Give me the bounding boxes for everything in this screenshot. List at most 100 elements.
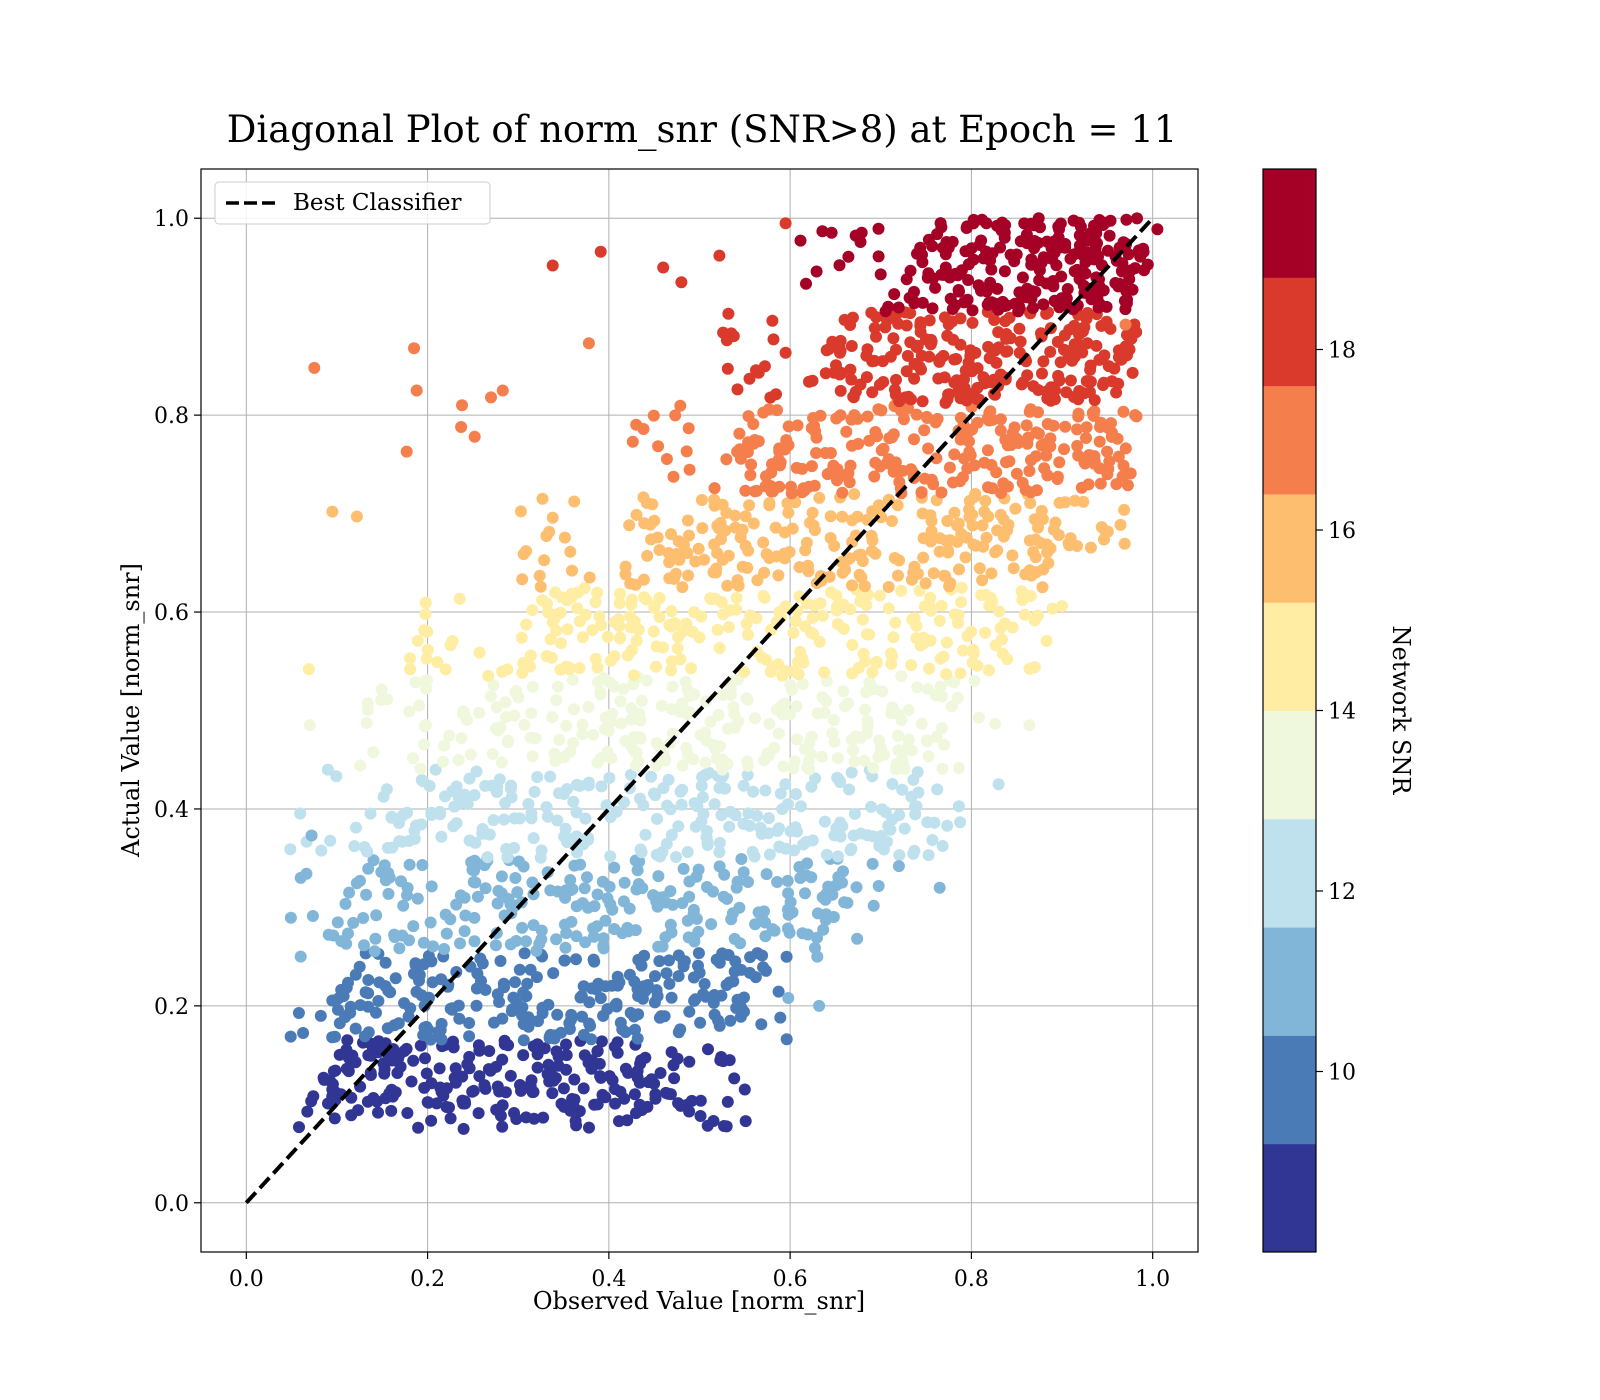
data-point — [959, 551, 972, 564]
data-point — [948, 353, 961, 366]
data-point — [847, 744, 859, 757]
data-point — [774, 1011, 787, 1024]
data-point — [929, 281, 942, 294]
data-point — [401, 1107, 414, 1119]
colorbar-segment — [1263, 169, 1316, 278]
data-point — [962, 274, 975, 286]
data-point — [940, 636, 953, 649]
data-point — [920, 410, 933, 423]
data-point — [733, 443, 746, 456]
data-point — [672, 820, 685, 833]
data-point — [822, 880, 835, 893]
data-point — [656, 940, 669, 953]
data-point — [500, 711, 513, 723]
data-point — [418, 738, 430, 751]
band-snr-16_5 — [717, 305, 1143, 409]
data-point — [347, 916, 360, 929]
data-point — [425, 1114, 438, 1127]
data-point — [457, 1122, 470, 1135]
data-point — [472, 1107, 485, 1120]
data-point — [844, 603, 857, 616]
data-point — [1061, 283, 1074, 295]
data-point — [582, 701, 595, 713]
data-point — [953, 761, 965, 774]
data-point — [479, 983, 492, 996]
data-point — [513, 963, 526, 976]
data-point — [983, 599, 996, 612]
data-point — [735, 853, 748, 865]
data-point — [915, 349, 928, 362]
data-point — [911, 567, 924, 580]
data-point — [947, 333, 960, 346]
data-point — [599, 914, 612, 927]
data-point — [873, 378, 886, 391]
data-point — [568, 859, 581, 872]
data-point — [843, 783, 856, 796]
data-point — [683, 689, 696, 702]
data-point — [738, 665, 751, 678]
data-point — [808, 479, 821, 492]
data-point — [1063, 323, 1076, 336]
data-point — [449, 1062, 462, 1075]
data-point — [676, 581, 689, 594]
data-point — [773, 606, 786, 618]
data-point — [1112, 377, 1125, 390]
data-point — [1082, 478, 1095, 491]
data-point — [416, 859, 429, 871]
data-point — [403, 934, 415, 947]
data-point — [819, 367, 832, 380]
data-point — [509, 872, 522, 884]
data-point — [625, 713, 638, 726]
y-tick-label: 0.8 — [154, 404, 189, 429]
data-point — [382, 887, 395, 900]
data-point — [495, 887, 508, 900]
data-point — [1114, 518, 1127, 531]
data-point — [828, 735, 841, 748]
data-point — [1102, 360, 1115, 373]
data-point — [647, 625, 660, 638]
data-point — [1023, 465, 1036, 477]
data-point — [419, 596, 432, 609]
data-point — [872, 403, 885, 416]
data-point — [566, 564, 578, 577]
data-point — [568, 1073, 581, 1086]
data-point — [589, 596, 602, 609]
data-point — [846, 514, 859, 527]
data-point — [559, 822, 572, 835]
data-point — [909, 808, 922, 821]
data-point — [734, 1010, 747, 1023]
data-point — [893, 809, 906, 821]
data-point — [517, 860, 530, 873]
data-point — [751, 809, 764, 822]
data-point — [297, 1027, 310, 1039]
data-point — [584, 1019, 597, 1032]
data-point — [1071, 439, 1084, 452]
data-point — [800, 277, 812, 290]
data-point — [1009, 297, 1021, 310]
data-point — [379, 956, 392, 969]
data-point — [552, 1050, 565, 1063]
data-point — [1093, 214, 1106, 226]
x-tick-label: 0.2 — [410, 1267, 445, 1292]
data-point — [733, 427, 746, 440]
data-point — [645, 1073, 658, 1086]
data-point — [837, 685, 850, 698]
data-point — [677, 960, 690, 973]
data-point — [743, 372, 756, 385]
data-point — [871, 430, 883, 443]
data-point — [791, 733, 803, 746]
data-point — [692, 542, 705, 555]
data-point — [735, 1002, 748, 1015]
data-point — [440, 1101, 453, 1113]
data-point — [511, 886, 524, 899]
data-point — [676, 759, 689, 772]
data-point — [780, 950, 793, 963]
data-point — [933, 614, 946, 627]
data-point — [979, 626, 992, 639]
data-point — [653, 611, 666, 623]
data-point — [846, 667, 859, 680]
data-point — [602, 724, 615, 737]
data-point — [482, 1063, 495, 1076]
y-axis-ticks: 0.0 0.2 0.4 0.6 0.8 1.0 — [154, 207, 201, 1217]
data-point — [354, 759, 367, 772]
